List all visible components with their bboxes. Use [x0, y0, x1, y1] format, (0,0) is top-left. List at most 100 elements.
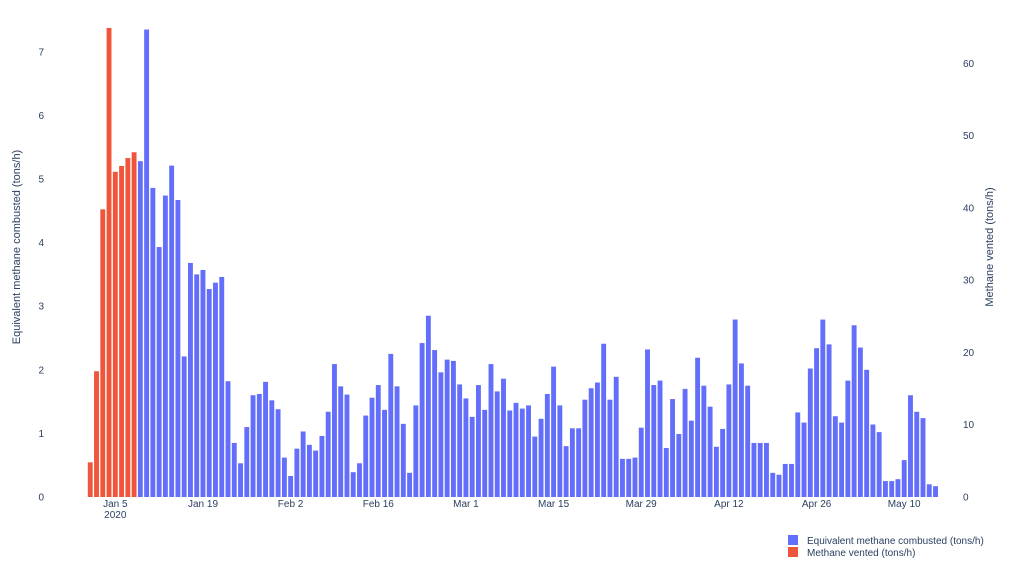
bar-methane-combusted: [551, 366, 557, 497]
left-y-tick-label: 1: [38, 429, 44, 440]
legend-item-vented[interactable]: Methane vented (tons/h): [788, 547, 915, 559]
bar-methane-combusted: [194, 274, 200, 497]
bar-methane-combusted: [332, 364, 337, 497]
bar-methane-combusted: [638, 427, 644, 497]
bar-methane-combusted: [476, 385, 481, 497]
x-tick-label: Mar 29: [626, 499, 658, 510]
bar-methane-combusted: [770, 472, 776, 497]
bar-methane-vented: [94, 371, 99, 497]
bar-methane-combusted: [388, 353, 394, 497]
bar-methane-combusted: [682, 388, 688, 497]
left-y-tick-label: 0: [38, 493, 44, 504]
left-y-tick-label: 6: [38, 111, 44, 122]
bar-methane-combusted: [695, 357, 701, 497]
bar-methane-combusted: [914, 411, 920, 497]
right-y-tick-label: 50: [963, 131, 975, 142]
bar-methane-combusted: [150, 187, 156, 497]
bar-methane-combusted: [281, 457, 287, 497]
bar-methane-combusted: [250, 395, 256, 497]
bar-methane-combusted: [538, 418, 544, 497]
bar-methane-combusted: [137, 161, 143, 497]
bar-methane-combusted: [676, 434, 682, 497]
bar-methane-combusted: [432, 350, 438, 497]
bar-methane-combusted: [632, 457, 638, 497]
legend[interactable]: Equivalent methane combusted (tons/h) Me…: [788, 535, 984, 559]
bar-methane-combusted: [188, 262, 193, 497]
x-tick-label: Apr 12: [714, 499, 744, 510]
bar-methane-combusted: [713, 446, 719, 497]
legend-swatch-combusted: [788, 535, 798, 545]
bar-methane-combusted: [720, 428, 726, 497]
bar-methane-vented: [125, 158, 131, 498]
bar-methane-combusted: [557, 405, 563, 497]
bar-methane-combusted: [832, 416, 838, 497]
bar-methane-combusted: [438, 372, 444, 497]
bar-methane-vented: [119, 165, 125, 498]
bar-methane-combusted: [469, 416, 475, 497]
bar-methane-combusted: [576, 428, 582, 497]
bar-methane-combusted: [582, 399, 588, 497]
bar-methane-combusted: [820, 319, 826, 497]
x-tick-label: Jan 19: [188, 499, 218, 510]
bar-methane-combusted: [325, 411, 331, 497]
bar-methane-combusted: [670, 399, 675, 497]
bar-methane-combusted: [738, 363, 744, 497]
bar-methane-combusted: [244, 427, 250, 497]
bar-methane-combusted: [933, 486, 938, 497]
bar-methane-combusted: [920, 418, 926, 497]
bar-methane-combusted: [789, 463, 794, 497]
bar-methane-vented: [87, 462, 93, 497]
right-y-tick-label: 60: [963, 59, 975, 70]
bar-methane-combusted: [256, 393, 262, 497]
left-y-tick-label: 3: [38, 302, 44, 313]
bar-methane-combusted: [501, 378, 506, 497]
left-y-tick-label: 2: [38, 365, 44, 376]
right-y-axis: 0 10 20 30 40 50 60: [963, 59, 975, 504]
x-tick-label: Jan 5: [103, 499, 128, 510]
bar-methane-combusted: [594, 382, 600, 497]
bar-methane-combusted: [225, 381, 231, 497]
bar-methane-combusted: [870, 424, 876, 497]
bar-methane-combusted: [895, 479, 901, 497]
bar-methane-combusted: [419, 343, 425, 497]
bar-methane-combusted: [181, 356, 187, 497]
legend-label-vented: Methane vented (tons/h): [807, 548, 915, 559]
bar-methane-combusted: [450, 360, 456, 497]
bar-methane-combusted: [357, 463, 362, 497]
bar-methane-combusted: [269, 400, 275, 497]
bar-methane-vented: [131, 152, 137, 497]
legend-swatch-vented: [788, 547, 798, 557]
bar-methane-combusted: [319, 435, 325, 497]
bar-methane-combusted: [782, 463, 788, 497]
bar-methane-combusted: [263, 381, 269, 497]
bar-methane-combusted: [350, 472, 356, 497]
bar-methane-vented: [112, 171, 118, 497]
bar-methane-combusted: [851, 325, 857, 497]
bar-methane-combusted: [901, 460, 907, 497]
legend-item-combusted[interactable]: Equivalent methane combusted (tons/h): [788, 535, 984, 547]
bar-methane-combusted: [544, 393, 550, 497]
bar-methane-combusted: [839, 422, 845, 497]
bar-methane-combusted: [526, 405, 531, 497]
bar-methane-combusted: [294, 448, 300, 497]
bar-methane-combusted: [219, 276, 225, 497]
bar-methane-combusted: [375, 385, 381, 497]
bar-methane-combusted: [745, 385, 751, 497]
bar-methane-combusted: [413, 405, 419, 497]
bar-methane-combusted: [607, 399, 613, 497]
bar-methane-vented: [100, 209, 106, 497]
bar-methane-combusted: [645, 349, 650, 497]
bar-methane-combusted: [400, 423, 406, 497]
bar-methane-combusted: [814, 348, 819, 497]
bar-methane-combusted: [288, 476, 294, 497]
bar-methane-combusted: [845, 380, 851, 497]
bar-methane-combusted: [338, 386, 344, 497]
x-tick-label: May 10: [888, 499, 921, 510]
bar-methane-combusted: [751, 442, 757, 497]
bar-methane-combusted: [156, 247, 162, 497]
right-y-tick-label: 20: [963, 348, 975, 359]
x-tick-label: Feb 2: [278, 499, 304, 510]
bar-methane-combusted: [757, 442, 763, 497]
bar-methane-combusted: [213, 282, 218, 497]
